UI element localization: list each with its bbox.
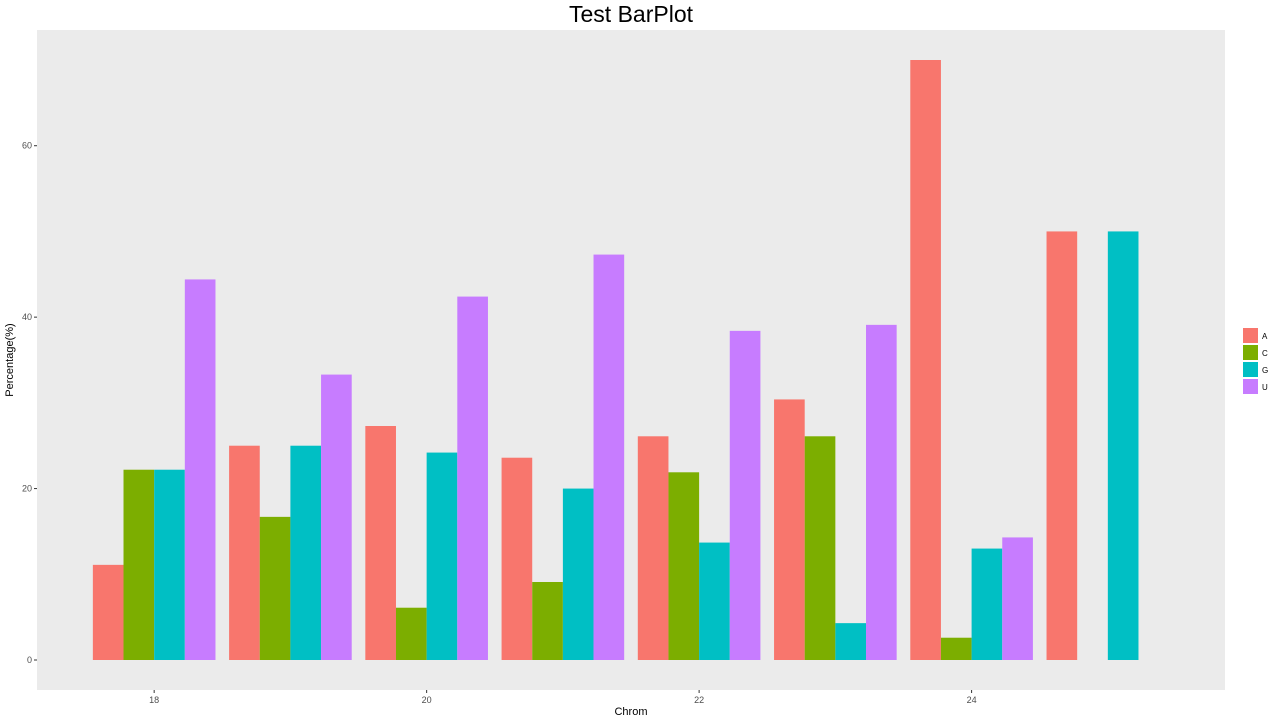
legend-key-G (1243, 362, 1258, 377)
bar-A-23 (774, 399, 805, 660)
bar-C-22 (668, 472, 700, 660)
bar-A-20 (365, 426, 396, 660)
x-axis: 18 20 22 24 (149, 690, 977, 705)
bar-U-24 (1002, 537, 1033, 660)
y-tick-label: 40 (22, 312, 32, 322)
bar-A-22 (637, 436, 669, 660)
bar-U-23 (866, 324, 897, 660)
bar-C-19 (259, 516, 291, 660)
x-axis-title: Chrom (614, 706, 647, 718)
legend-label-U: U (1262, 383, 1268, 392)
y-axis-title: Percentage(%) (4, 323, 16, 396)
bar-U-20 (457, 296, 488, 660)
bar-G-24 (971, 548, 1003, 660)
chart-title: Test BarPlot (569, 1, 694, 27)
y-axis: 0 20 40 60 (22, 141, 37, 665)
bar-C-21 (532, 582, 563, 660)
bars-layer (92, 60, 1139, 660)
bar-U-19 (321, 374, 352, 660)
legend-key-C (1243, 345, 1258, 360)
x-tick-label: 20 (422, 695, 432, 705)
x-tick-label: 18 (149, 695, 159, 705)
x-tick-label: 24 (967, 695, 977, 705)
bar-A-19 (229, 445, 260, 660)
bar-G-25 (1107, 231, 1139, 660)
bar-U-22 (729, 330, 761, 660)
bar-C-23 (804, 436, 836, 660)
bar-G-21 (562, 488, 594, 660)
bar-G-22 (699, 542, 730, 660)
bar-G-19 (290, 445, 322, 660)
y-tick-label: 0 (27, 655, 32, 665)
bar-A-24 (910, 60, 941, 660)
bar-C-18 (123, 469, 155, 660)
bar-U-18 (184, 279, 216, 660)
bar-G-23 (835, 623, 867, 660)
legend-key-A (1243, 328, 1258, 343)
bar-G-20 (426, 452, 458, 660)
bar-C-20 (395, 607, 427, 660)
bar-A-18 (92, 564, 124, 660)
y-tick-label: 60 (22, 141, 32, 151)
legend-label-C: C (1262, 349, 1268, 358)
legend-label-A: A (1262, 332, 1268, 341)
y-tick-label: 20 (22, 484, 32, 494)
legend-key-U (1243, 379, 1258, 394)
x-tick-label: 22 (694, 695, 704, 705)
bar-G-18 (154, 469, 185, 660)
bar-A-25 (1046, 231, 1078, 660)
bar-U-21 (593, 254, 625, 660)
bar-C-24 (940, 637, 972, 660)
bar-A-21 (501, 457, 533, 660)
legend-label-G: G (1262, 366, 1268, 375)
